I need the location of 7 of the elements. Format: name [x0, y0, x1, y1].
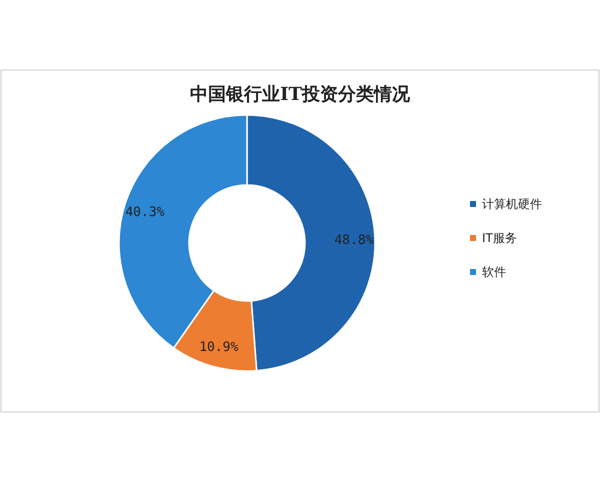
- data-label: 48.8%: [334, 232, 374, 248]
- legend-label: IT服务: [482, 231, 517, 245]
- data-label: 10.9%: [199, 340, 238, 356]
- chart-title: 中国银行业IT投资分类情况: [190, 84, 411, 105]
- legend-label: 软件: [482, 265, 506, 279]
- data-label: 40.3%: [125, 204, 165, 220]
- legend-label: 计算机硬件: [482, 197, 542, 211]
